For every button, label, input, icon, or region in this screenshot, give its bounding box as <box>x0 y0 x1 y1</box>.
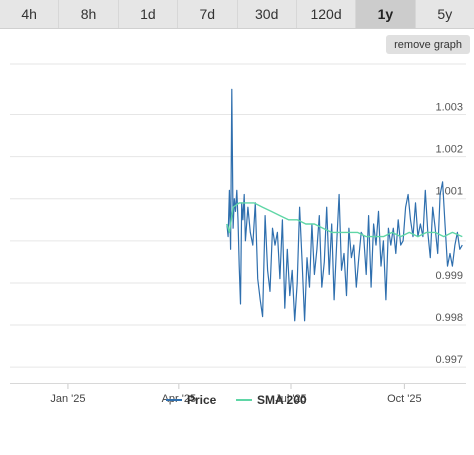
x-tick-label: Jan '25 <box>50 393 85 405</box>
tab-1d[interactable]: 1d <box>119 0 179 28</box>
tab-5y[interactable]: 5y <box>437 6 453 22</box>
x-tick-label: Oct '25 <box>387 393 422 405</box>
y-tick-label: 1.001 <box>435 186 463 198</box>
series <box>226 88 463 322</box>
y-tick-label: 1.002 <box>435 144 463 156</box>
tab-120d[interactable]: 120d <box>297 0 357 28</box>
series-line-price <box>226 88 463 322</box>
remove-graph-button[interactable]: remove graph <box>386 35 470 54</box>
y-tick-label: 0.997 <box>435 354 463 366</box>
tab-4h[interactable]: 4h <box>0 0 60 28</box>
y-axis: 0.997 0.998 0.999 1.001 1.002 1.003 <box>435 102 463 367</box>
y-tick-label: 1.003 <box>435 102 463 114</box>
legend: Price SMA 200 <box>166 393 307 407</box>
tab-1y[interactable]: 1y <box>356 0 416 28</box>
tab-8h[interactable]: 8h <box>59 0 119 28</box>
tab-30d[interactable]: 30d <box>238 0 297 28</box>
series-line-sma-200 <box>226 202 463 238</box>
y-tick-label: 0.999 <box>435 270 463 282</box>
x-tick-label: Jul '25 <box>275 393 306 405</box>
legend-label[interactable]: SMA 200 <box>257 393 307 407</box>
timeframe-tabs: 4h 8h 1d 7d 30d 120d 1y 5y <box>0 0 474 29</box>
y-tick-label: 0.998 <box>435 312 463 324</box>
legend-label[interactable]: Price <box>187 393 217 407</box>
tab-7d[interactable]: 7d <box>178 0 238 28</box>
